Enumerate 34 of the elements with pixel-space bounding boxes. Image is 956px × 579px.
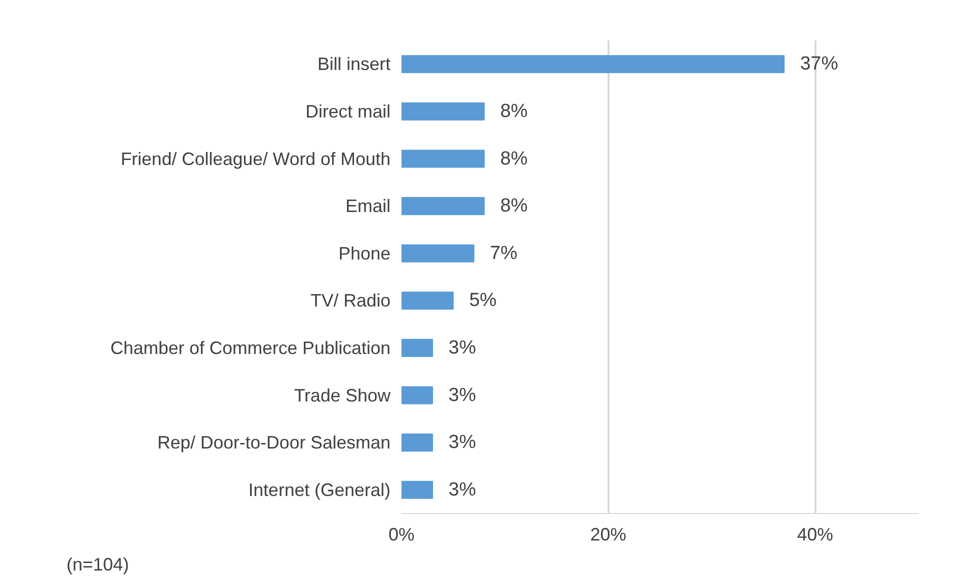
bar — [402, 338, 434, 357]
data-label: 3% — [448, 337, 476, 358]
text: (n=104) — [66, 554, 130, 574]
bar — [402, 55, 785, 74]
bar — [402, 386, 434, 404]
x-tick-label: 0% — [388, 524, 415, 544]
bar — [402, 150, 485, 168]
y-tick-label: Email — [345, 196, 391, 216]
data-label: 7% — [490, 242, 518, 264]
y-tick-label: Chamber of Commerce Publication — [110, 338, 391, 358]
y-tick-label: Direct mail — [305, 101, 391, 122]
y-tick-label: Friend/ Colleague/ Word of Mouth — [120, 148, 391, 169]
data-label: 8% — [500, 196, 528, 217]
bar — [402, 434, 434, 452]
data-label: 3% — [448, 432, 476, 454]
bar — [402, 102, 485, 120]
data-label: 5% — [469, 290, 497, 312]
data-label: 8% — [500, 100, 528, 122]
data-label: 8% — [500, 148, 528, 170]
y-tick-label: Phone — [338, 243, 391, 264]
data-label: 37% — [800, 54, 838, 75]
bar — [402, 480, 434, 499]
x-tick-label: 40% — [797, 524, 834, 544]
y-tick-label: Internet (General) — [248, 480, 391, 500]
y-tick-label: Trade Show — [294, 385, 392, 406]
y-tick-label: TV/ Radio — [310, 290, 391, 311]
data-label: 3% — [448, 479, 476, 500]
bar — [402, 197, 485, 216]
bar — [402, 292, 454, 310]
data-label: 3% — [448, 384, 476, 406]
y-tick-label: Bill insert — [317, 54, 391, 74]
bar — [402, 244, 474, 262]
x-tick-label: 20% — [590, 524, 626, 544]
y-tick-label: Rep/ Door-to-Door Salesman — [157, 432, 391, 453]
